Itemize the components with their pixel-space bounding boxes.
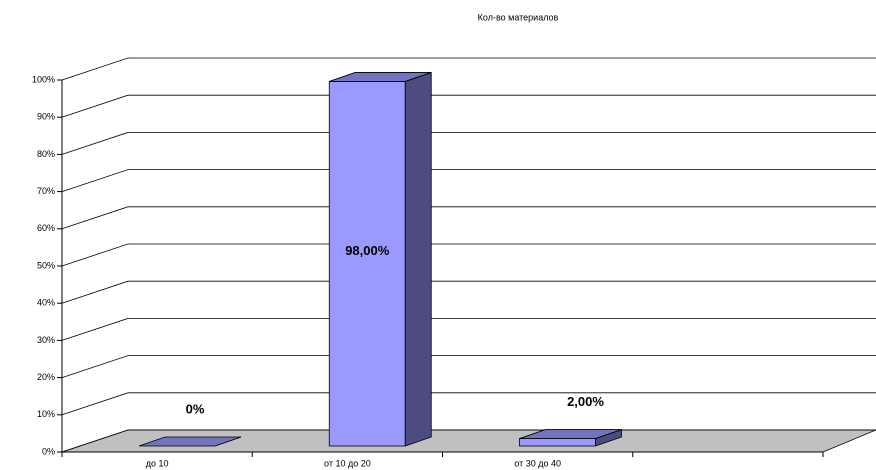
y-tick-label: 0% — [42, 446, 55, 456]
x-tick-label: от 10 до 20 — [324, 458, 371, 468]
y-tick-label: 90% — [37, 112, 55, 122]
grid-line — [61, 243, 876, 267]
data-label: 0% — [186, 401, 205, 416]
bar-front — [519, 438, 596, 447]
y-tick-label: 10% — [37, 409, 55, 419]
y-tick-label: 50% — [37, 260, 55, 270]
grid-line — [61, 355, 876, 378]
bar-side — [404, 71, 432, 447]
chart-title: Кол-во материалов — [478, 12, 559, 22]
y-tick-label: 30% — [37, 335, 55, 345]
y-tick-label: 70% — [37, 186, 55, 196]
bar-top — [138, 436, 242, 447]
y-tick-label: 40% — [37, 298, 55, 308]
grid-line — [61, 280, 876, 304]
grid-line — [61, 94, 876, 118]
y-tick-label: 100% — [32, 74, 55, 84]
grid-line — [61, 131, 876, 155]
x-tick-label: до 10 — [146, 458, 169, 468]
grid-line — [61, 317, 876, 341]
y-tick-label: 60% — [37, 223, 55, 233]
grid-line — [61, 57, 876, 81]
grid-line — [61, 392, 876, 416]
y-tick-label: 20% — [37, 372, 55, 382]
data-label: 98,00% — [345, 243, 390, 258]
grid-line — [61, 429, 876, 453]
bar-top — [329, 72, 432, 82]
bar-front — [328, 81, 406, 447]
y-tick-label: 80% — [37, 149, 55, 159]
x-tick-label: от 30 до 40 — [514, 458, 561, 468]
data-label: 2,00% — [567, 394, 604, 409]
grid-line — [61, 206, 876, 230]
bar-top — [519, 429, 622, 439]
grid-line — [61, 169, 876, 192]
